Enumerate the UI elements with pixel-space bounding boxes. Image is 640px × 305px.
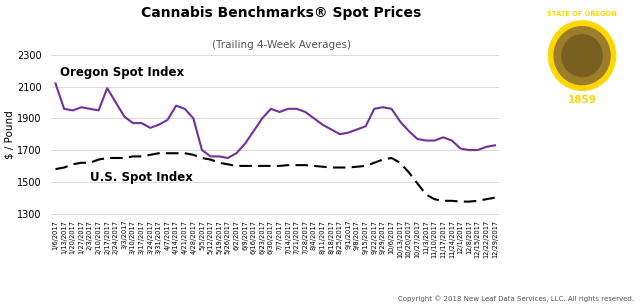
Text: 1859: 1859 <box>568 95 596 105</box>
Circle shape <box>562 35 602 77</box>
Text: Oregon Spot Index: Oregon Spot Index <box>60 66 184 79</box>
Text: Copyright © 2018 New Leaf Data Services, LLC. All rights reserved.: Copyright © 2018 New Leaf Data Services,… <box>397 295 634 302</box>
Text: Cannabis Benchmarks® Spot Prices: Cannabis Benchmarks® Spot Prices <box>141 6 422 20</box>
Text: U.S. Spot Index: U.S. Spot Index <box>90 170 193 184</box>
Text: STATE OF OREGON: STATE OF OREGON <box>547 11 617 17</box>
Circle shape <box>548 21 616 90</box>
Circle shape <box>554 27 610 84</box>
Y-axis label: $ / Pound: $ / Pound <box>4 110 14 159</box>
Text: (Trailing 4-Week Averages): (Trailing 4-Week Averages) <box>212 40 351 50</box>
